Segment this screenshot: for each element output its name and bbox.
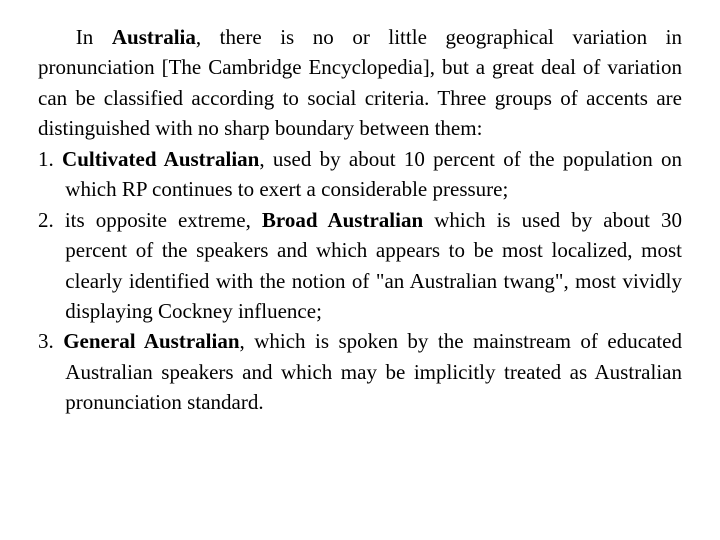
broad-australian: Broad Australian bbox=[262, 208, 423, 232]
list-item: its opposite extreme, Broad Australian w… bbox=[38, 205, 682, 327]
intro-australia: Australia bbox=[112, 25, 196, 49]
list-item: Cultivated Australian, used by about 10 … bbox=[38, 144, 682, 205]
list-item: General Australian, which is spoken by t… bbox=[38, 326, 682, 417]
intro-pre: In bbox=[76, 25, 112, 49]
li2-pre: its opposite extreme, bbox=[65, 208, 262, 232]
cultivated-australian: Cultivated Australian bbox=[62, 147, 259, 171]
accent-list: Cultivated Australian, used by about 10 … bbox=[38, 144, 682, 418]
intro-paragraph: In Australia, there is no or little geog… bbox=[38, 22, 682, 144]
general-australian: General Australian bbox=[63, 329, 239, 353]
